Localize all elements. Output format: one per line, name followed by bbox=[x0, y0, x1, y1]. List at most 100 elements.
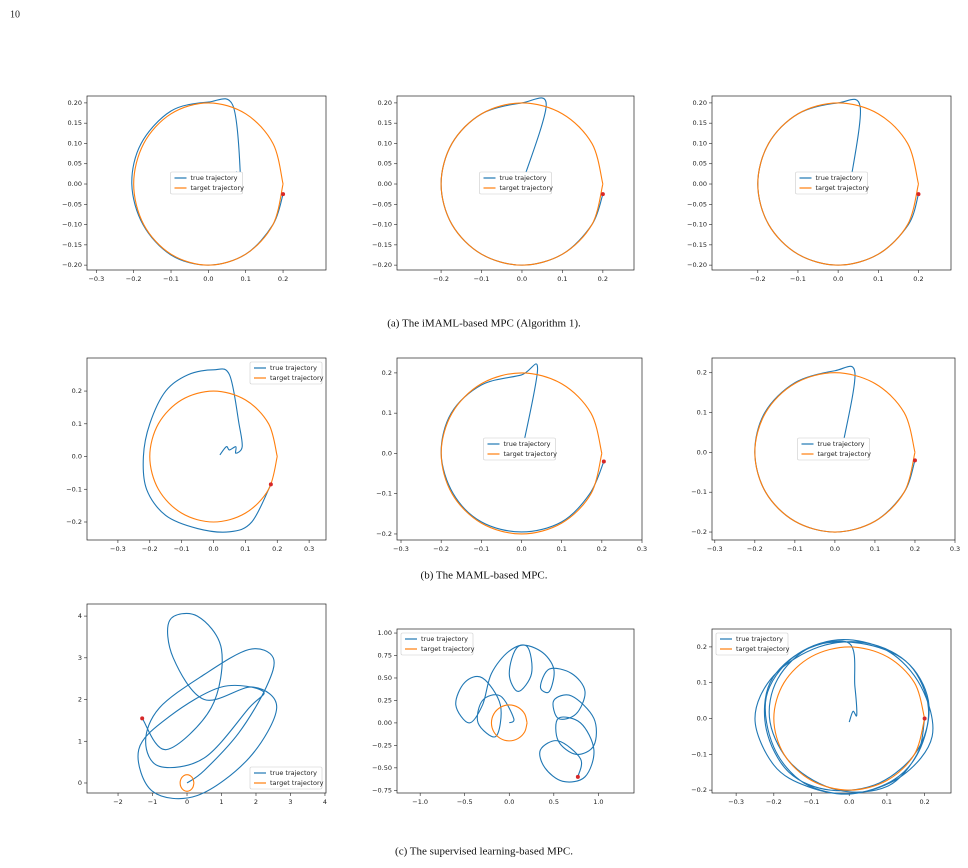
x-tick-label: 0.0 bbox=[517, 275, 527, 283]
x-tick-label: −0.1 bbox=[163, 275, 179, 283]
x-tick-label: −0.3 bbox=[110, 545, 126, 553]
caption: (a) The iMAML-based MPC (Algorithm 1). bbox=[387, 318, 581, 330]
x-tick-label: −1 bbox=[148, 798, 158, 806]
y-tick-label: 4 bbox=[78, 612, 82, 620]
legend-box bbox=[479, 171, 552, 195]
legend-label: true trajectory bbox=[504, 440, 551, 448]
marker bbox=[575, 774, 580, 779]
x-tick-label: 0.2 bbox=[597, 545, 607, 553]
x-tick-label: 1.0 bbox=[593, 798, 603, 806]
trajectory bbox=[490, 704, 528, 742]
x-tick-label: −0.2 bbox=[126, 275, 142, 283]
x-tick-label: 4 bbox=[323, 798, 327, 806]
y-tick-label: 0.10 bbox=[693, 139, 707, 147]
caption: (c) The supervised learning-based MPC. bbox=[395, 846, 573, 858]
axes-frame bbox=[396, 95, 635, 271]
legend-label: true trajectory bbox=[736, 635, 783, 643]
y-tick-label: −0.15 bbox=[62, 241, 82, 249]
x-tick-label: 0.1 bbox=[870, 545, 880, 553]
y-tick-label: −0.1 bbox=[691, 488, 707, 496]
marker bbox=[912, 458, 917, 463]
x-tick-label: 0.1 bbox=[241, 275, 251, 283]
y-tick-label: −0.15 bbox=[687, 241, 707, 249]
x-tick-label: 0.0 bbox=[203, 275, 213, 283]
y-tick-label: 0.05 bbox=[68, 160, 82, 168]
legend-box bbox=[249, 361, 323, 385]
y-tick-label: 0.05 bbox=[693, 160, 707, 168]
y-tick-label: 2 bbox=[78, 696, 82, 704]
legend-box bbox=[400, 632, 474, 656]
legend-label: target trajectory bbox=[270, 374, 324, 382]
y-tick-label: −0.05 bbox=[62, 200, 82, 208]
trajectory bbox=[179, 774, 195, 792]
y-tick-label: −0.05 bbox=[372, 200, 392, 208]
legend-label: target trajectory bbox=[500, 184, 554, 192]
x-tick-label: −0.2 bbox=[750, 275, 766, 283]
axes-frame bbox=[711, 95, 952, 271]
legend-label: true trajectory bbox=[816, 174, 863, 182]
y-tick-label: 0.20 bbox=[693, 99, 707, 107]
trajectory bbox=[142, 368, 272, 533]
x-tick-label: 0.1 bbox=[240, 545, 250, 553]
x-tick-label: −2 bbox=[113, 798, 123, 806]
y-tick-label: −0.75 bbox=[372, 786, 392, 794]
x-tick-label: 0.3 bbox=[950, 545, 960, 553]
axes-frame bbox=[86, 95, 327, 271]
legend-label: target trajectory bbox=[816, 184, 870, 192]
axes-frame bbox=[396, 357, 643, 541]
y-tick-label: 0.10 bbox=[378, 139, 392, 147]
x-tick-label: 0.2 bbox=[910, 545, 920, 553]
marker bbox=[601, 459, 606, 464]
y-tick-label: −0.20 bbox=[372, 261, 392, 269]
legend-box bbox=[249, 766, 323, 790]
x-tick-label: −0.2 bbox=[766, 798, 782, 806]
axes-frame bbox=[86, 357, 327, 541]
x-tick-label: −0.1 bbox=[787, 545, 803, 553]
x-tick-label: 0.1 bbox=[873, 275, 883, 283]
y-tick-label: 0.2 bbox=[382, 369, 392, 377]
trajectory bbox=[133, 102, 284, 266]
x-tick-label: −0.2 bbox=[433, 545, 449, 553]
legend-label: true trajectory bbox=[191, 174, 238, 182]
y-tick-label: −0.10 bbox=[62, 221, 82, 229]
y-tick-label: 0.00 bbox=[378, 719, 392, 727]
x-tick-label: −0.5 bbox=[457, 798, 473, 806]
x-tick-label: −1.0 bbox=[412, 798, 428, 806]
y-tick-label: 0.25 bbox=[378, 696, 392, 704]
x-tick-label: −0.3 bbox=[88, 275, 104, 283]
legend-label: target trajectory bbox=[736, 645, 790, 653]
x-tick-label: −0.2 bbox=[433, 275, 449, 283]
y-tick-label: 0.00 bbox=[378, 180, 392, 188]
x-tick-label: 0.2 bbox=[919, 798, 929, 806]
y-tick-label: −0.20 bbox=[687, 261, 707, 269]
legend-box bbox=[715, 632, 789, 656]
y-tick-label: 0.1 bbox=[697, 679, 707, 687]
caption: (b) The MAML-based MPC. bbox=[421, 570, 548, 582]
trajectory bbox=[440, 102, 604, 266]
legend-label: target trajectory bbox=[421, 645, 475, 653]
y-tick-label: −0.10 bbox=[372, 221, 392, 229]
y-tick-label: 0 bbox=[78, 779, 82, 787]
y-tick-label: 0.00 bbox=[693, 180, 707, 188]
y-tick-label: 0.0 bbox=[72, 453, 82, 461]
x-tick-label: −0.2 bbox=[747, 545, 763, 553]
trajectory bbox=[757, 102, 919, 266]
x-tick-label: 2 bbox=[254, 798, 258, 806]
marker bbox=[600, 192, 605, 197]
trajectory bbox=[754, 638, 934, 795]
y-tick-label: 3 bbox=[78, 654, 82, 662]
marker bbox=[916, 192, 921, 197]
y-tick-label: 0.75 bbox=[378, 652, 392, 660]
y-tick-label: 0.15 bbox=[378, 119, 392, 127]
legend-label: target trajectory bbox=[191, 184, 245, 192]
y-tick-label: 0.2 bbox=[72, 387, 82, 395]
x-tick-label: 0.5 bbox=[549, 798, 559, 806]
y-tick-label: −0.2 bbox=[691, 786, 707, 794]
trajectory bbox=[440, 372, 603, 535]
y-tick-label: 0.00 bbox=[68, 180, 82, 188]
y-tick-label: 0.2 bbox=[697, 643, 707, 651]
y-tick-label: 0.0 bbox=[382, 449, 392, 457]
x-tick-label: 0.2 bbox=[272, 545, 282, 553]
x-tick-label: −0.1 bbox=[473, 545, 489, 553]
